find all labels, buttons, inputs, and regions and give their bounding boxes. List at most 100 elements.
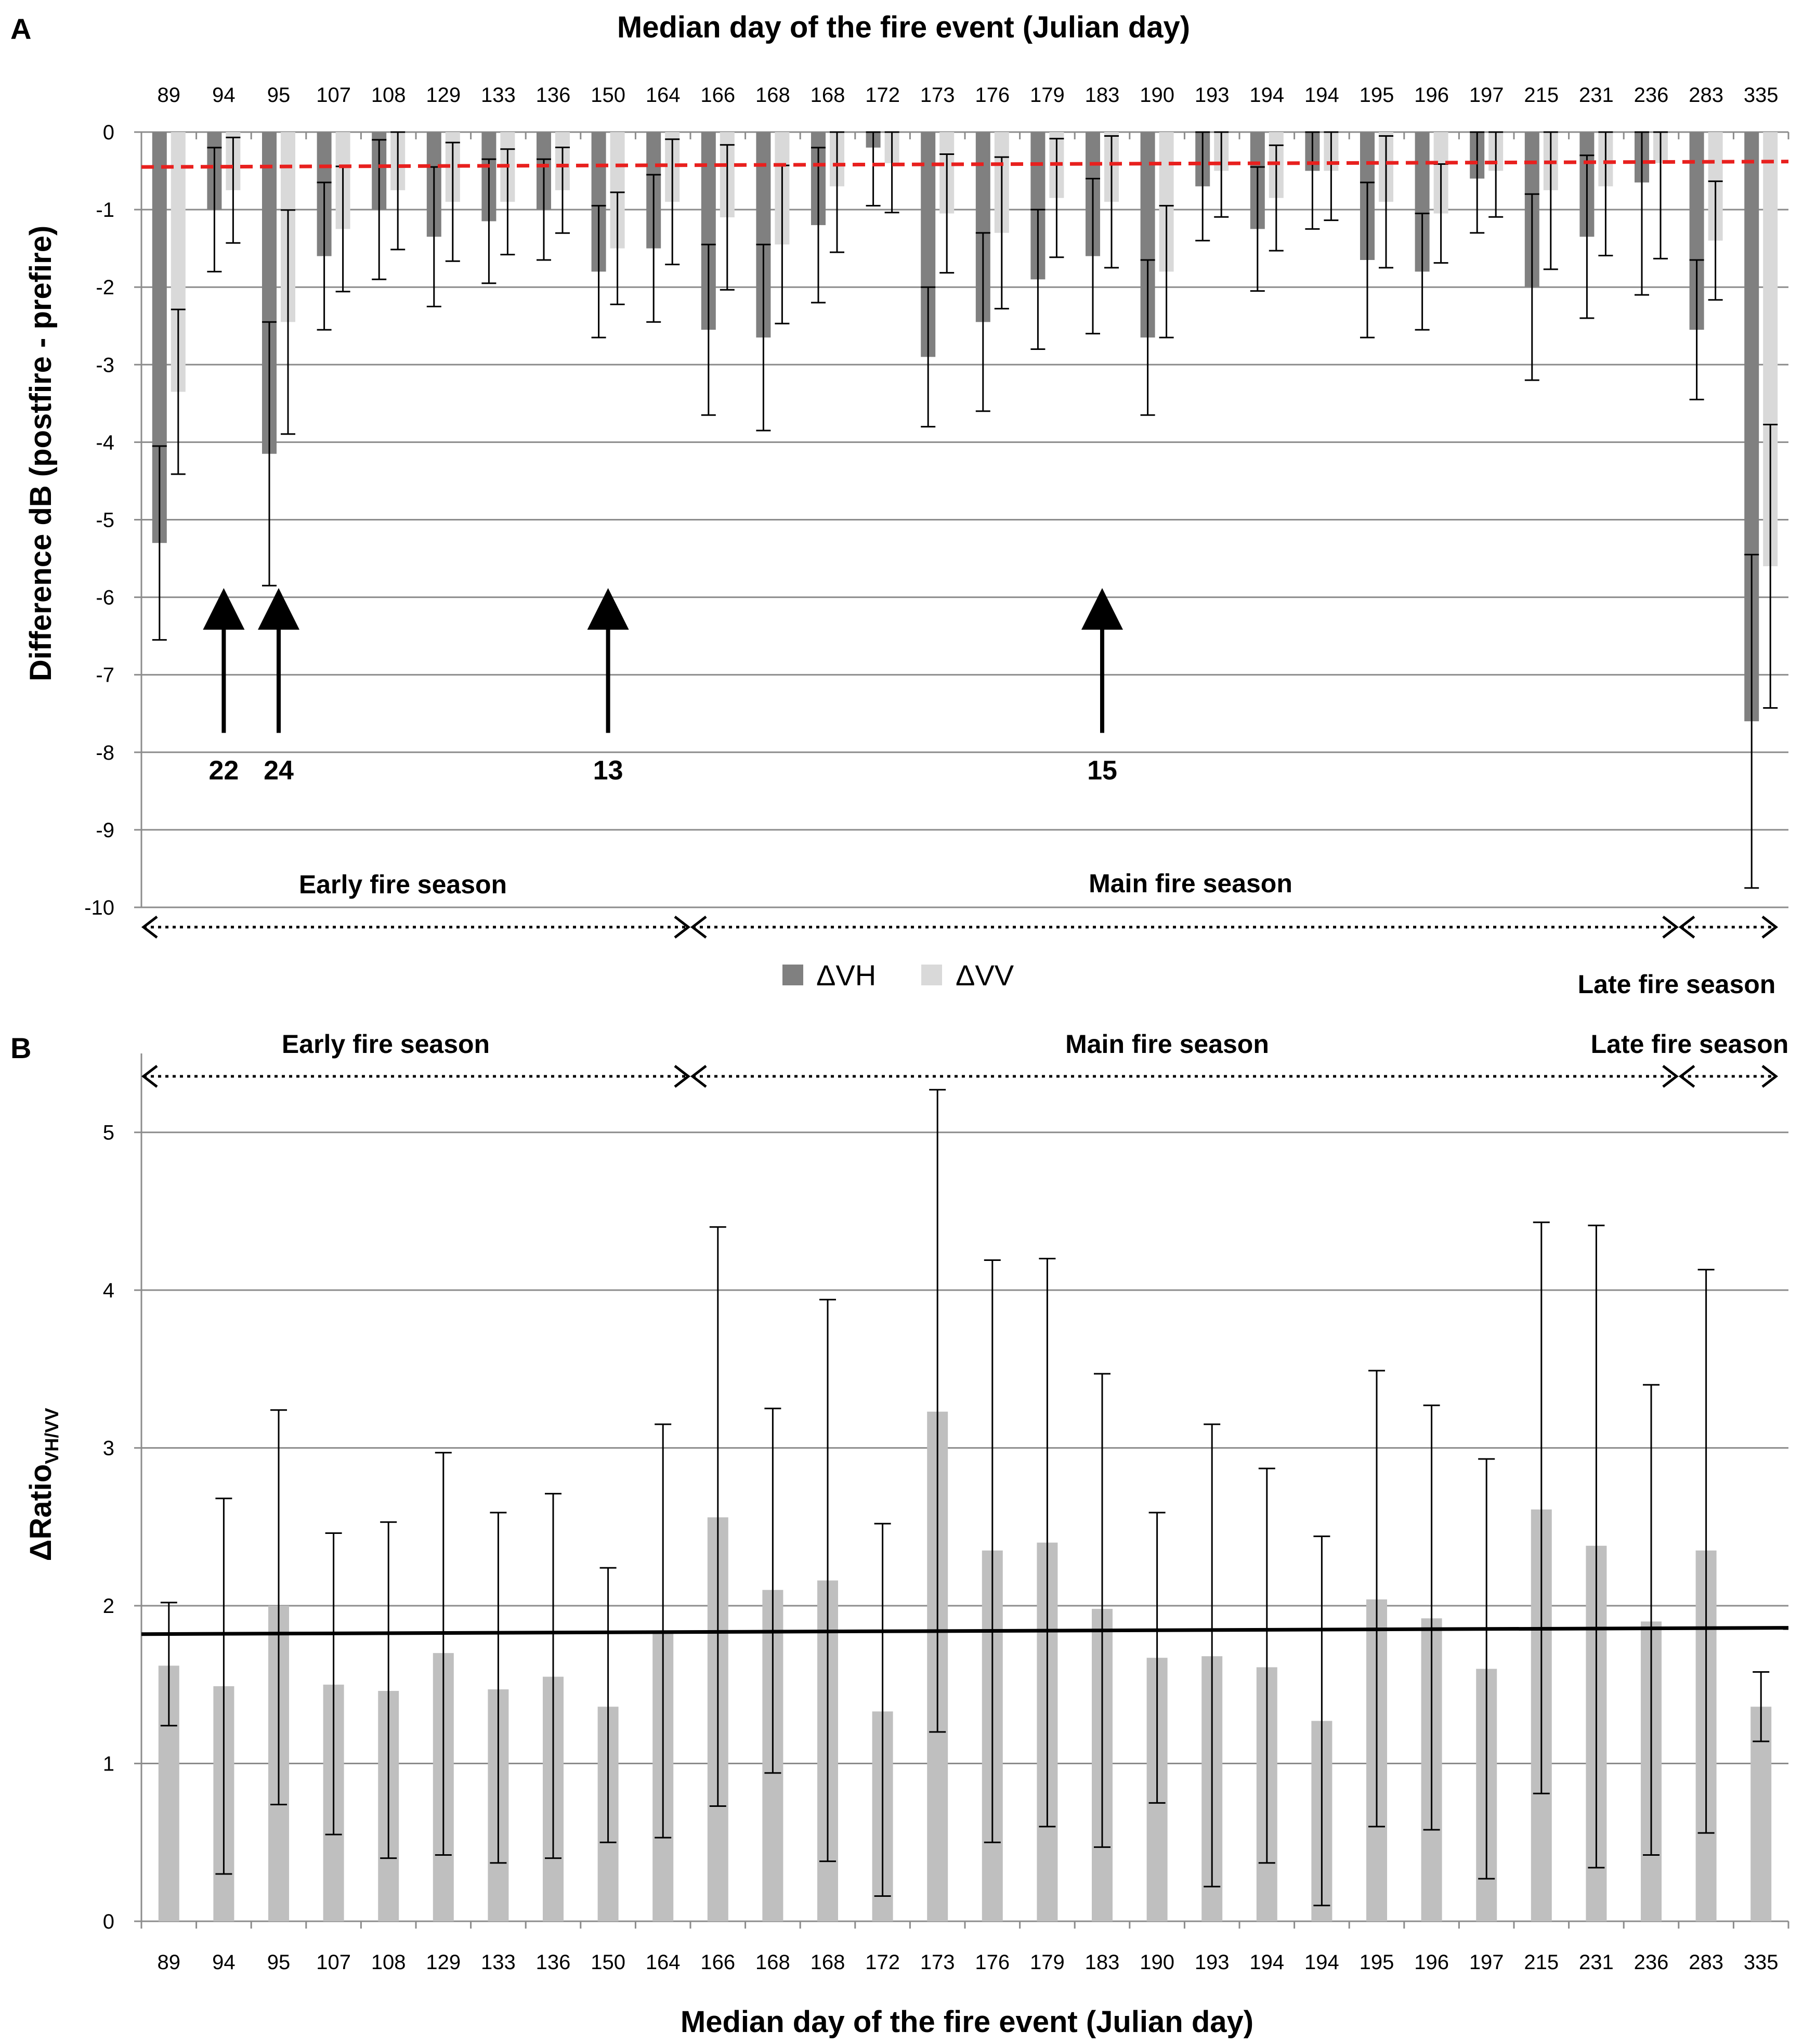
a-ytick-label: -3 — [96, 354, 114, 376]
a-early-season-arrowhead-left — [141, 916, 158, 939]
b-early-season-arrowhead-left — [141, 1065, 158, 1088]
b-xtick-label: 194 — [1249, 1951, 1284, 1974]
panel-b-ylabel: ΔRatioVH/VV — [24, 1408, 62, 1561]
panel-b-ylabel-sub: VH/VV — [41, 1408, 62, 1464]
a-xtick-label: 194 — [1304, 84, 1339, 107]
b-season-early-label: Early fire season — [282, 1030, 490, 1059]
panel-b-ylabel-main: ΔRatio — [24, 1464, 58, 1561]
b-main-season-arrowhead-left — [690, 1065, 707, 1088]
b-xtick-label: 168 — [811, 1951, 845, 1974]
a-ytick-label: -5 — [96, 509, 114, 532]
a-xtick-label: 190 — [1140, 84, 1174, 107]
b-main-season-arrowhead-right — [1662, 1065, 1679, 1088]
b-xtick-label: 136 — [536, 1951, 571, 1974]
a-early-season-arrowhead-right — [674, 916, 691, 939]
a-xtick-label: 236 — [1634, 84, 1669, 107]
a-ytick-label: -2 — [96, 276, 114, 299]
b-xtick-label: 129 — [426, 1951, 461, 1974]
b-xtick-label: 94 — [212, 1951, 236, 1974]
a-xtick-label: 176 — [975, 84, 1010, 107]
a-xtick-label: 172 — [865, 84, 900, 107]
b-bar — [1750, 1707, 1772, 1921]
a-xtick-label: 95 — [267, 84, 291, 107]
a-xtick-label: 215 — [1524, 84, 1559, 107]
b-xtick-label: 195 — [1360, 1951, 1394, 1974]
a-xtick-label: 197 — [1469, 84, 1504, 107]
a-ytick-label: -8 — [96, 741, 114, 764]
b-xtick-label: 236 — [1634, 1951, 1669, 1974]
a-season-late-label: Late fire season — [1578, 970, 1776, 999]
a-ytick-label: -6 — [96, 587, 114, 609]
b-xtick-label: 194 — [1304, 1951, 1339, 1974]
a-count-label: 15 — [1087, 756, 1117, 786]
a-ytick-label: -7 — [96, 664, 114, 687]
a-xtick-label: 129 — [426, 84, 461, 107]
b-ytick-label: 2 — [103, 1595, 114, 1618]
a-ytick-label: -1 — [96, 199, 114, 222]
a-legend-label-vh: ΔVH — [816, 959, 876, 992]
b-xtick-label: 172 — [865, 1951, 900, 1974]
a-xtick-label: 107 — [316, 84, 351, 107]
b-xtick-label: 335 — [1744, 1951, 1779, 1974]
b-xtick-label: 176 — [975, 1951, 1010, 1974]
a-xtick-label: 335 — [1744, 84, 1779, 107]
a-xtick-label: 164 — [646, 84, 681, 107]
b-xtick-label: 150 — [591, 1951, 625, 1974]
a-late-season-arrowhead-left — [1678, 916, 1695, 939]
a-count-label: 22 — [208, 756, 239, 786]
b-xtick-label: 89 — [158, 1951, 181, 1974]
a-xtick-label: 196 — [1414, 84, 1449, 107]
a-ytick-label: -4 — [96, 431, 114, 454]
a-ytick-label: 0 — [103, 121, 114, 144]
b-xtick-label: 108 — [371, 1951, 406, 1974]
b-ytick-label: 1 — [103, 1753, 114, 1776]
a-late-season-arrowhead-right — [1761, 916, 1779, 939]
b-xtick-label: 197 — [1469, 1951, 1504, 1974]
panel-b-chart: 0 1 2 3 4 5 89 94 95 107 108 129 133 136 150 164 166 168 1… — [103, 1030, 1789, 1974]
b-xtick-label: 283 — [1689, 1951, 1723, 1974]
a-ytick-label: -10 — [84, 896, 114, 919]
a-main-season-arrowhead-right — [1662, 916, 1679, 939]
a-xtick-label: 166 — [700, 84, 735, 107]
a-legend-swatch-vv — [921, 965, 942, 985]
a-xtick-label: 179 — [1030, 84, 1065, 107]
a-xtick-label: 150 — [591, 84, 625, 107]
a-ytick-label: -9 — [96, 819, 114, 842]
b-xtick-label: 196 — [1414, 1951, 1449, 1974]
b-xtick-label: 231 — [1579, 1951, 1614, 1974]
b-xtick-label: 183 — [1085, 1951, 1120, 1974]
a-xtick-label: 108 — [371, 84, 406, 107]
a-xtick-label: 231 — [1579, 84, 1614, 107]
b-xtick-label: 168 — [755, 1951, 790, 1974]
a-xtick-label: 173 — [920, 84, 955, 107]
b-xtick-label: 95 — [267, 1951, 291, 1974]
panel-a-chart: 0 -1 -2 -3 -4 -5 -6 -7 -8 -9 -10 89 94 95 107 108 129 13 3… — [84, 84, 1789, 999]
a-season-early-label: Early fire season — [299, 870, 507, 899]
b-xtick-label: 107 — [316, 1951, 351, 1974]
a-legend-label-vv: ΔVV — [956, 959, 1014, 992]
a-xtick-label: 195 — [1360, 84, 1394, 107]
a-xtick-label: 168 — [811, 84, 845, 107]
a-count-label: 13 — [593, 756, 623, 786]
panel-a-title: Median day of the fire event (Julian day… — [617, 10, 1190, 44]
b-season-main-label: Main fire season — [1065, 1030, 1269, 1059]
panel-b-letter: B — [10, 1032, 31, 1064]
b-xtick-label: 193 — [1195, 1951, 1230, 1974]
panel-b-xlabel: Median day of the fire event (Julian day… — [681, 2005, 1253, 2039]
b-ytick-label: 4 — [103, 1279, 114, 1302]
b-ytick-label: 0 — [103, 1910, 114, 1933]
b-reference-line — [141, 1626, 1789, 1636]
b-late-season-arrowhead-right — [1761, 1065, 1779, 1088]
a-xtick-label: 94 — [212, 84, 236, 107]
b-ytick-label: 3 — [103, 1437, 114, 1460]
b-xtick-label: 173 — [920, 1951, 955, 1974]
panel-a-letter: A — [10, 12, 31, 45]
b-xtick-label: 166 — [700, 1951, 735, 1974]
b-xtick-label: 133 — [481, 1951, 516, 1974]
panel-a-ylabel: Difference dB (postfire - prefire) — [24, 226, 58, 682]
a-xtick-label: 89 — [158, 84, 181, 107]
a-xtick-label: 283 — [1689, 84, 1723, 107]
a-xtick-label: 183 — [1085, 84, 1120, 107]
a-xtick-label: 193 — [1195, 84, 1230, 107]
